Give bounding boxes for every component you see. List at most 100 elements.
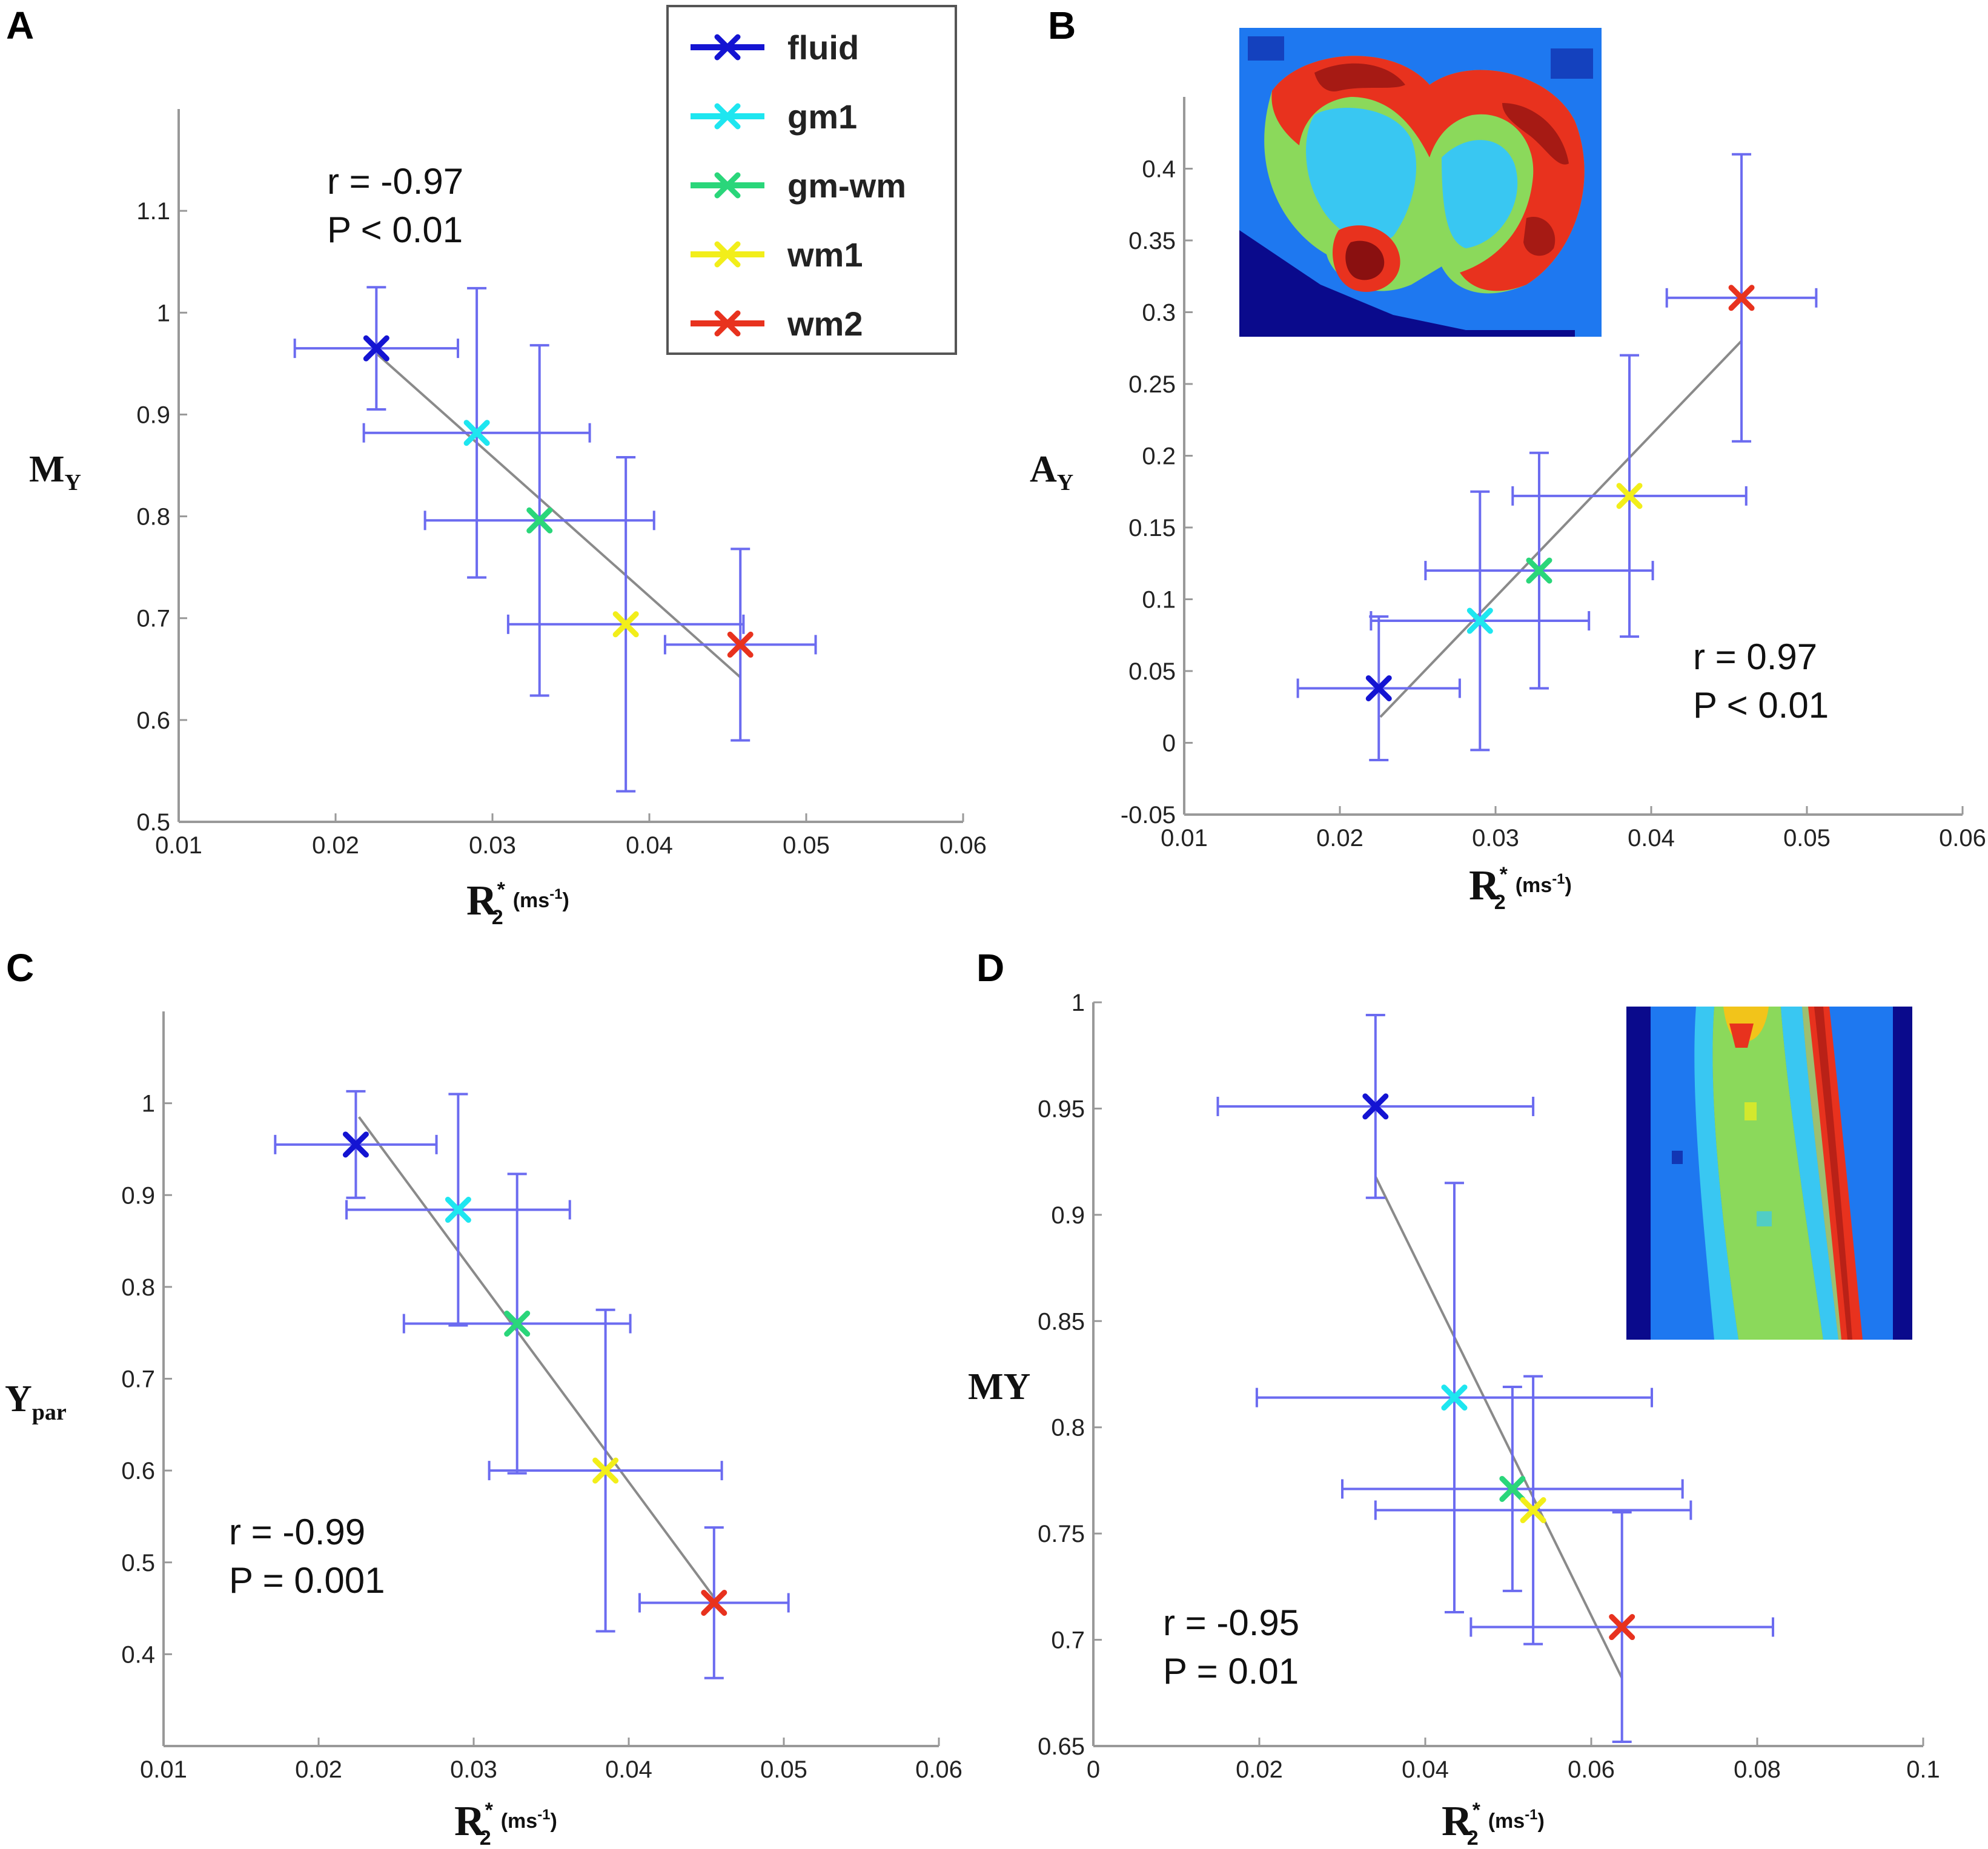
y-tick-label: 0.4 xyxy=(121,1641,155,1668)
x-tick-label: 0.02 xyxy=(312,832,359,859)
x-tick-label: 0.03 xyxy=(450,1756,497,1783)
x-tick-label: 0.01 xyxy=(155,832,202,859)
x-marker-stroke xyxy=(727,631,754,658)
y-axis-label-sub: par xyxy=(32,1400,67,1425)
stats-line: r = 0.97 xyxy=(1693,637,1817,677)
x-tick-label: 0.06 xyxy=(915,1756,963,1783)
y-tick-label: 0.6 xyxy=(121,1458,155,1484)
chart-panel-c: 0.4 0.5 0.6 0.7 0.8 0.9 1 0.01 0.02 0.03 0.04 0.05 0… xyxy=(5,1011,963,1849)
legend-marker-stroke xyxy=(714,172,741,199)
data-point-wm1 xyxy=(1374,1375,1692,1646)
x-axis-label-unit-end: ) xyxy=(1538,1810,1545,1833)
legend-item-gm-wm: gm-wm xyxy=(691,167,906,205)
x-marker-stroke xyxy=(1609,1614,1635,1641)
y-axis-label-sub: Υ xyxy=(1057,470,1073,495)
data-point-wm1 xyxy=(1511,354,1748,638)
legend-marker-stroke xyxy=(714,310,741,337)
x-marker-stroke xyxy=(1362,1093,1389,1120)
y-axis-label-main: M xyxy=(29,449,65,490)
data-point-fluid xyxy=(293,286,460,411)
panel-letter-b: B xyxy=(1048,4,1076,47)
y-tick-label: 0.9 xyxy=(1051,1202,1085,1229)
x-tick-label: 0.03 xyxy=(1472,825,1519,852)
x-axis-label-subscript: 2 xyxy=(492,906,503,929)
y-tick-label: 0.1 xyxy=(1142,587,1176,614)
x-marker-stroke xyxy=(1616,483,1643,509)
stats-line: P = 0.01 xyxy=(1163,1651,1299,1692)
y-tick-label: 0.65 xyxy=(1038,1733,1085,1760)
y-tick-label: 0.8 xyxy=(1051,1415,1085,1441)
y-tick-label: 0.9 xyxy=(136,402,170,428)
data-point-fluid xyxy=(274,1090,438,1199)
regression-line xyxy=(1379,340,1743,718)
data-point-gm-wm xyxy=(1424,451,1654,690)
y-axis-label: AΥ xyxy=(1030,449,1073,495)
x-axis-label-unit: (ms xyxy=(1516,874,1552,897)
x-axis-label-main: R xyxy=(1442,1798,1473,1845)
legend-box xyxy=(666,5,957,355)
brain-map-inset-d xyxy=(1626,1007,1912,1340)
data-point-fluid xyxy=(1216,1014,1535,1199)
x-axis-label-unit-exp: -1 xyxy=(1525,1807,1537,1823)
y-tick-label: 0.2 xyxy=(1142,443,1176,470)
x-tick-label: 0.1 xyxy=(1906,1756,1940,1783)
data-point-gm1 xyxy=(1370,490,1591,752)
x-tick-label: 0.04 xyxy=(605,1756,652,1783)
y-tick-label: 1 xyxy=(157,300,170,326)
x-marker-stroke xyxy=(701,1589,727,1616)
x-axis-label-unit-end: ) xyxy=(551,1810,557,1833)
legend-item-wm2: wm2 xyxy=(691,305,863,343)
x-tick-label: 0.06 xyxy=(1568,1756,1615,1783)
data-point-gm1 xyxy=(345,1093,571,1327)
x-axis-label-subscript: 2 xyxy=(1494,891,1506,914)
data-point-wm2 xyxy=(1469,1511,1775,1743)
legend-item-fluid: fluid xyxy=(691,28,859,67)
x-tick-label: 0.08 xyxy=(1734,1756,1781,1783)
x-tick-label: 0.01 xyxy=(140,1756,187,1783)
data-point-wm1 xyxy=(488,1308,723,1633)
x-axis-label: R* 2 (ms-1) xyxy=(1442,1798,1545,1849)
x-marker-stroke xyxy=(342,1131,369,1158)
x-tick-label: 0 xyxy=(1087,1756,1100,1783)
data-point-gm-wm xyxy=(402,1173,632,1475)
stats-line: r = -0.99 xyxy=(229,1512,365,1552)
x-axis-label: R* 2 (ms-1) xyxy=(454,1798,557,1849)
x-tick-label: 0.05 xyxy=(1783,825,1831,852)
panel-letter-c: C xyxy=(6,946,34,990)
y-axis-label-sub: Υ xyxy=(65,470,81,495)
x-axis-label-star: * xyxy=(1500,863,1508,886)
legend-label: wm1 xyxy=(787,236,863,274)
y-axis-label-main: MΥ xyxy=(968,1366,1030,1407)
y-axis-label-main: Υ xyxy=(5,1378,32,1420)
x-axis-label-unit-end: ) xyxy=(563,889,569,912)
data-point-wm2 xyxy=(638,1526,790,1679)
panel-letter-a: A xyxy=(6,4,34,47)
x-tick-label: 0.02 xyxy=(1236,1756,1283,1783)
x-tick-label: 0.04 xyxy=(626,832,673,859)
x-axis-label-unit: (ms xyxy=(513,889,549,912)
y-tick-label: 0.05 xyxy=(1128,658,1176,685)
data-point-fluid xyxy=(1296,615,1461,761)
y-axis-label: MΥ xyxy=(968,1366,1030,1407)
data-point-wm2 xyxy=(1665,153,1818,443)
regression-line xyxy=(1374,1176,1623,1679)
x-axis-label-unit-exp: -1 xyxy=(537,1807,550,1823)
x-tick-label: 0.01 xyxy=(1161,825,1208,852)
y-tick-label: 0.75 xyxy=(1038,1521,1085,1547)
legend: fluid gm1 gm-wm wm1 wm2 xyxy=(666,5,957,355)
y-tick-label: 0.3 xyxy=(1142,300,1176,326)
legend-label: wm2 xyxy=(787,305,863,343)
x-axis-label-main: R xyxy=(466,878,498,924)
regression-line xyxy=(357,1116,720,1605)
stats-line: P = 0.001 xyxy=(229,1560,385,1601)
y-tick-label: 1.1 xyxy=(136,198,170,225)
y-tick-label: 1 xyxy=(1072,990,1085,1016)
x-axis-label-main: R xyxy=(1469,862,1500,909)
data-point-gm-wm xyxy=(1341,1386,1684,1592)
x-marker-stroke xyxy=(363,335,389,362)
y-tick-label: 0.95 xyxy=(1038,1096,1085,1122)
x-axis-label-main: R xyxy=(454,1798,486,1845)
x-axis-label: R* 2 (ms-1) xyxy=(466,878,569,929)
stats-line: P < 0.01 xyxy=(327,210,463,250)
